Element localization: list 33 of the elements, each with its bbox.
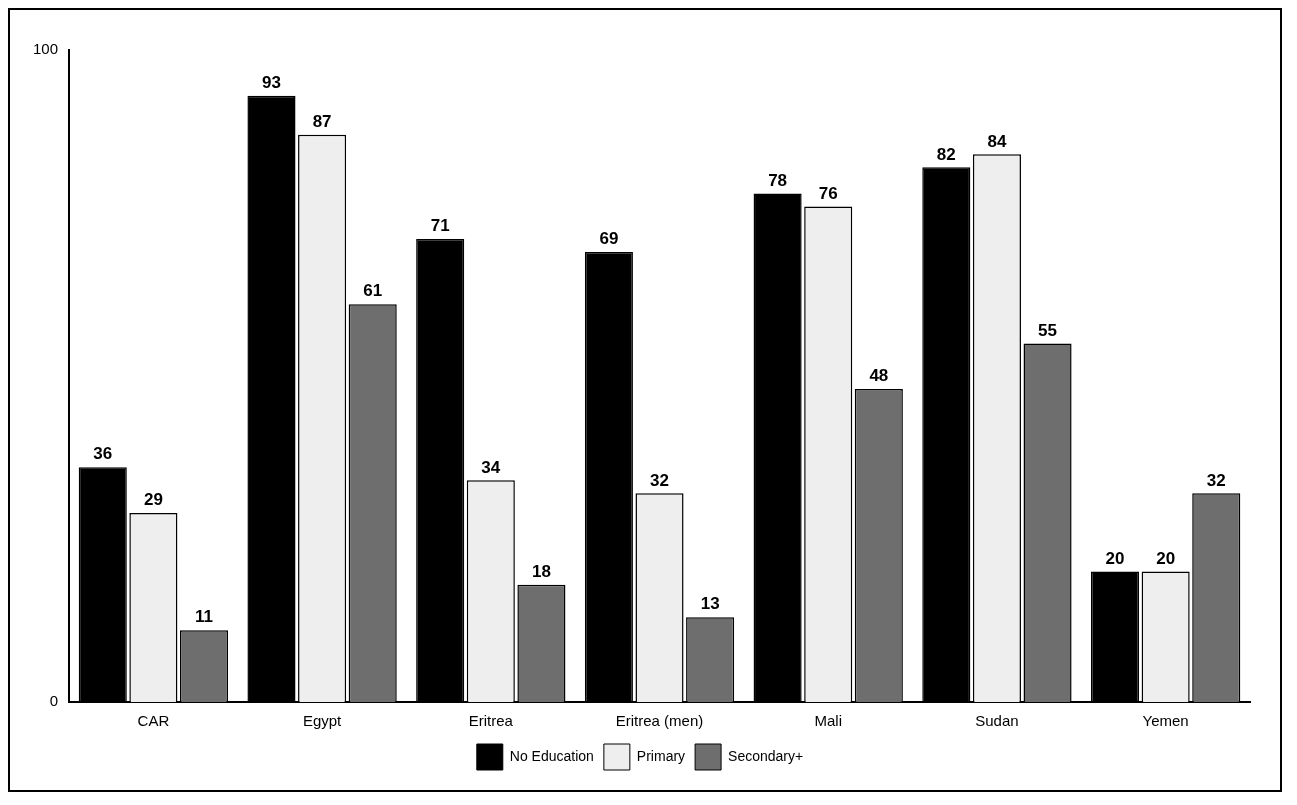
data-label: 93 bbox=[262, 72, 281, 92]
x-tick-label: Egypt bbox=[302, 712, 343, 730]
data-label: 32 bbox=[650, 470, 669, 490]
y-tick-label: 0 bbox=[49, 692, 59, 710]
x-tick-label: Eritrea (men) bbox=[615, 712, 704, 730]
data-label: 32 bbox=[1206, 470, 1226, 490]
data-label: 55 bbox=[1038, 320, 1058, 340]
data-label: 11 bbox=[195, 607, 213, 627]
legend-label: No Education bbox=[509, 747, 594, 764]
data-label: 36 bbox=[93, 444, 113, 464]
data-label: 48 bbox=[869, 366, 889, 386]
data-label: 78 bbox=[768, 170, 788, 190]
data-label: 13 bbox=[700, 594, 720, 614]
data-label: 87 bbox=[312, 111, 332, 131]
x-tick-label: CAR bbox=[137, 712, 170, 730]
data-label: 76 bbox=[818, 183, 838, 203]
data-label: 34 bbox=[481, 457, 501, 477]
x-tick-label: Sudan bbox=[975, 712, 1019, 730]
data-label: 20 bbox=[1105, 548, 1125, 568]
data-label: 69 bbox=[599, 229, 619, 249]
legend-label: Secondary+ bbox=[728, 747, 804, 764]
y-tick-label: 100 bbox=[33, 40, 59, 58]
x-tick-label: Mali bbox=[814, 712, 842, 730]
legend-label: Primary bbox=[636, 747, 686, 764]
data-label: 29 bbox=[143, 490, 163, 510]
data-label: 18 bbox=[531, 561, 551, 581]
data-label: 20 bbox=[1156, 548, 1176, 568]
data-label: 61 bbox=[363, 281, 383, 301]
data-label: 71 bbox=[430, 216, 450, 236]
data-label: 82 bbox=[936, 144, 956, 164]
x-tick-label: Eritrea bbox=[468, 712, 514, 730]
data-label: 84 bbox=[987, 131, 1007, 151]
x-tick-label: Yemen bbox=[1142, 712, 1189, 730]
